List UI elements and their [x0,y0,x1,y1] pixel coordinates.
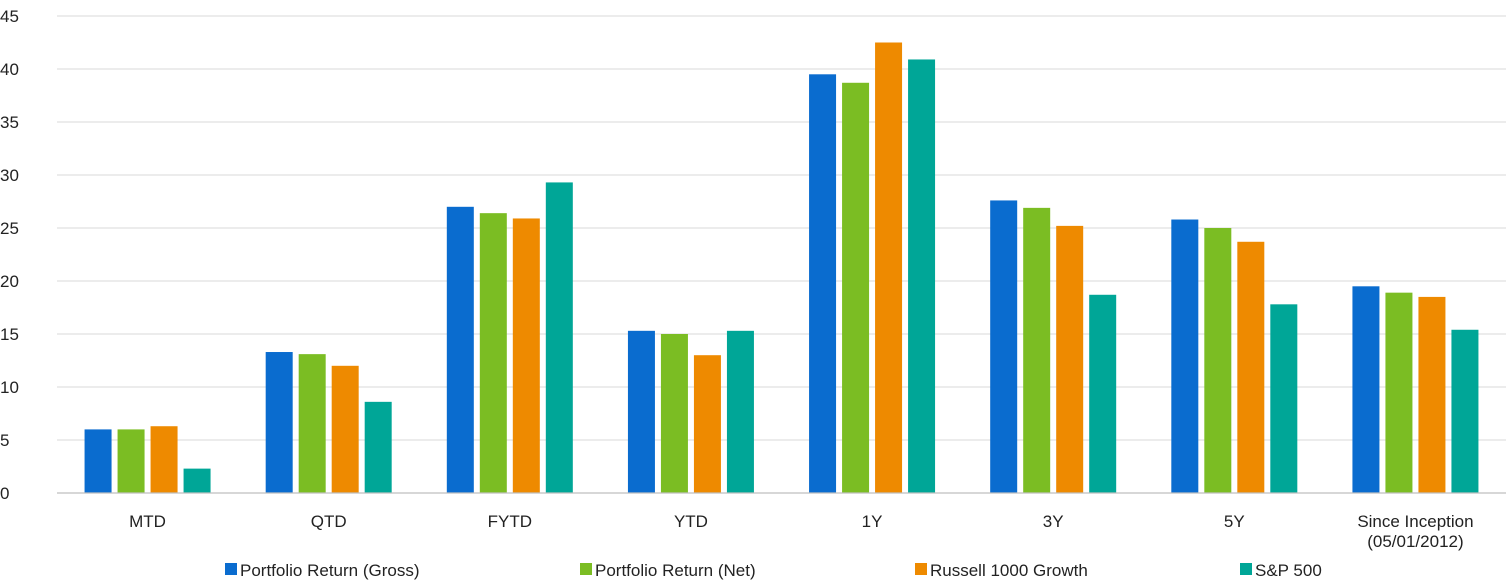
y-tick-label: 25 [0,219,19,238]
bar [364,401,392,493]
bar [512,218,540,493]
legend-label: S&P 500 [1255,561,1322,580]
bar [1418,296,1446,493]
bar [908,59,936,494]
bar [265,352,293,493]
x-category-label: Since Inception (05/01/2012) [1357,512,1473,551]
y-tick-label: 20 [0,272,19,291]
bar [331,365,359,493]
bar [545,182,573,494]
bar [1171,219,1199,493]
legend-label: Portfolio Return (Gross) [240,561,420,580]
legend-swatch [1240,563,1252,575]
gridlines [57,15,1506,441]
bar [627,330,655,493]
bar [84,429,112,493]
bar [1385,292,1413,493]
y-tick-label: 45 [0,7,19,26]
y-tick-label: 35 [0,113,19,132]
bar [1270,304,1298,493]
x-category-label: 1Y [862,512,883,531]
bar [1451,329,1479,493]
bar [298,354,326,493]
x-category-label: QTD [311,512,347,531]
legend-label: Russell 1000 Growth [930,561,1088,580]
bars [84,42,1479,494]
legend-swatch [580,563,592,575]
bar [990,200,1018,493]
bar [1352,286,1380,493]
x-category-label: MTD [129,512,166,531]
bar [875,42,903,493]
x-category-label: 3Y [1043,512,1064,531]
x-category-label: YTD [674,512,708,531]
y-tick-label: 15 [0,325,19,344]
bar [1056,225,1084,493]
x-category-label: 5Y [1224,512,1245,531]
bar [1089,294,1117,493]
legend-swatch [915,563,927,575]
bar [1237,241,1265,493]
y-tick-label: 40 [0,60,19,79]
y-tick-label: 5 [0,431,9,450]
bar [726,330,754,493]
bar [150,426,178,493]
y-tick-label: 0 [0,484,9,503]
legend: Portfolio Return (Gross) Portfolio Return… [225,561,1322,580]
bar [809,74,837,494]
y-tick-label: 30 [0,166,19,185]
x-category-label: FYTD [488,512,532,531]
bar [1023,207,1051,494]
x-axis-category-labels: MTD QTD FYTD YTD 1Y 3Y 5Y Since Inception (05/01… [129,512,1473,551]
bar [446,206,474,494]
bar [842,82,870,493]
legend-swatch [225,563,237,575]
bar [183,468,211,493]
bar [1204,228,1232,493]
bar [693,355,721,493]
y-axis-tick-labels: 0 5 10 15 20 25 30 35 40 45 [0,7,19,503]
bar [117,429,145,493]
bar [479,213,507,493]
bar [660,334,688,493]
y-tick-label: 10 [0,378,19,397]
legend-label: Portfolio Return (Net) [595,561,756,580]
